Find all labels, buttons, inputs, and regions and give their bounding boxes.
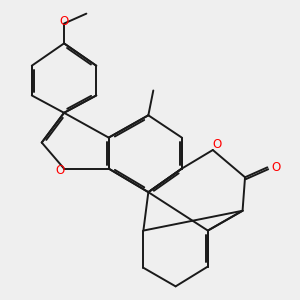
Text: O: O xyxy=(271,161,280,174)
Text: O: O xyxy=(55,164,64,177)
Text: O: O xyxy=(213,138,222,151)
Text: O: O xyxy=(59,15,69,28)
